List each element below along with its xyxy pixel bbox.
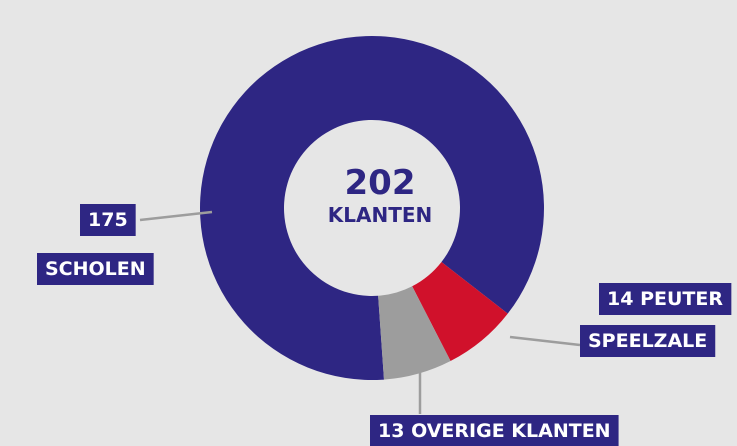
label-bg — [580, 325, 716, 357]
leader-line — [139, 210, 213, 222]
label-box: SCHOLEN — [37, 253, 154, 285]
label-part: 175 — [88, 209, 128, 231]
label-part: 13 — [378, 420, 404, 442]
label-part: SPEELZALE — [588, 330, 707, 352]
slice — [412, 262, 508, 362]
label-part: PEUTER — [640, 288, 723, 310]
slice — [378, 286, 451, 380]
label-box: SPEELZALE — [580, 325, 716, 357]
label-bg — [80, 204, 136, 236]
label-part: SCHOLEN — [45, 258, 146, 280]
slice — [200, 36, 545, 380]
donut — [200, 36, 545, 380]
label-bg — [37, 253, 154, 285]
label-box: 13 OVERIGE KLANTEN — [370, 415, 619, 446]
label-box: 175 — [80, 204, 136, 236]
label-part: OVERIGE KLANTEN — [411, 420, 611, 442]
label-bg — [599, 283, 732, 315]
label-text: SPEELZALE — [588, 330, 707, 352]
center-label: KLANTEN — [328, 203, 433, 227]
label-text: 175 — [88, 209, 128, 231]
center-value: 202 — [345, 163, 416, 203]
label-box: 14 PEUTER — [599, 283, 732, 315]
label-part: 14 — [607, 288, 633, 310]
label-bg — [370, 415, 619, 446]
leader-line — [509, 335, 581, 347]
label-text: 13 OVERIGE KLANTEN — [378, 420, 611, 442]
label-text: 14 PEUTER — [607, 288, 723, 310]
label-text: SCHOLEN — [45, 258, 146, 280]
